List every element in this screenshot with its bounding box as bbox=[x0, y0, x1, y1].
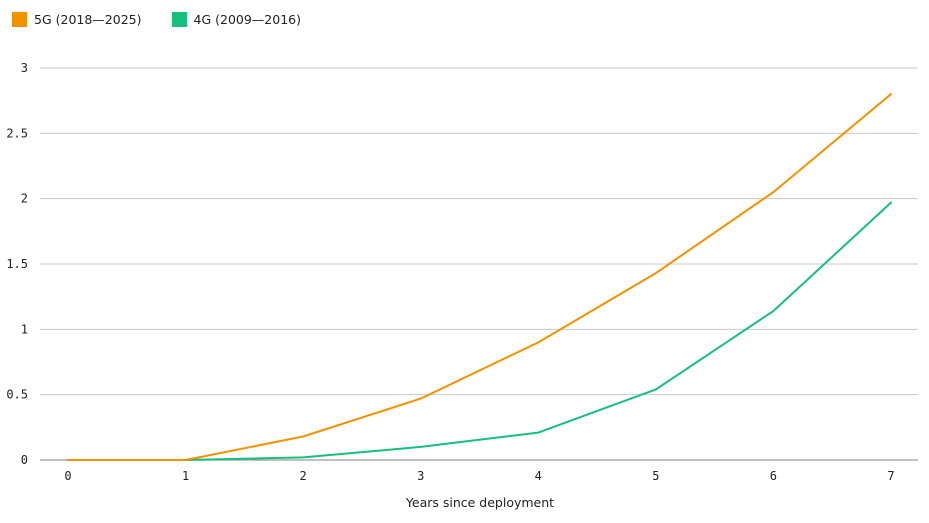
y-tick-label: 1.5 bbox=[6, 257, 28, 271]
series-line-0 bbox=[67, 93, 892, 461]
x-axis-ticks: 0 1 2 3 4 5 6 7 bbox=[64, 469, 894, 483]
x-axis-label: Years since deployment bbox=[405, 495, 554, 510]
legend-item: 4G (2009—2016) bbox=[171, 11, 302, 27]
gridlines bbox=[40, 67, 918, 396]
y-tick-label: 2.5 bbox=[6, 126, 28, 140]
x-tick-label: 3 bbox=[417, 469, 424, 483]
x-tick-label: 6 bbox=[770, 469, 777, 483]
x-tick-label: 1 bbox=[182, 469, 189, 483]
x-tick-label: 0 bbox=[64, 469, 71, 483]
legend-label: 5G (2018—2025) bbox=[34, 11, 142, 27]
x-tick-label: 5 bbox=[652, 469, 659, 483]
y-tick-label: 3 bbox=[21, 61, 28, 75]
y-tick-label: 2 bbox=[21, 192, 28, 206]
x-tick-label: 2 bbox=[300, 469, 307, 483]
x-tick-label: 4 bbox=[535, 469, 542, 483]
legend-label: 4G (2009—2016) bbox=[193, 11, 302, 27]
y-axis-ticks: 0 0.5 1 1.5 2 2.5 3 bbox=[6, 61, 28, 467]
legend-swatch bbox=[171, 11, 187, 27]
legend: 5G (2018—2025) 4G (2009—2016) bbox=[12, 9, 331, 29]
legend-swatch bbox=[12, 11, 27, 27]
legend-item: 5G (2018—2025) bbox=[12, 11, 142, 27]
x-tick-label: 7 bbox=[887, 469, 894, 483]
y-tick-label: 0 bbox=[21, 453, 28, 467]
y-tick-label: 1 bbox=[21, 322, 28, 336]
series-lines bbox=[67, 93, 892, 461]
y-tick-label: 0.5 bbox=[6, 388, 28, 402]
series-line-1 bbox=[67, 201, 892, 461]
